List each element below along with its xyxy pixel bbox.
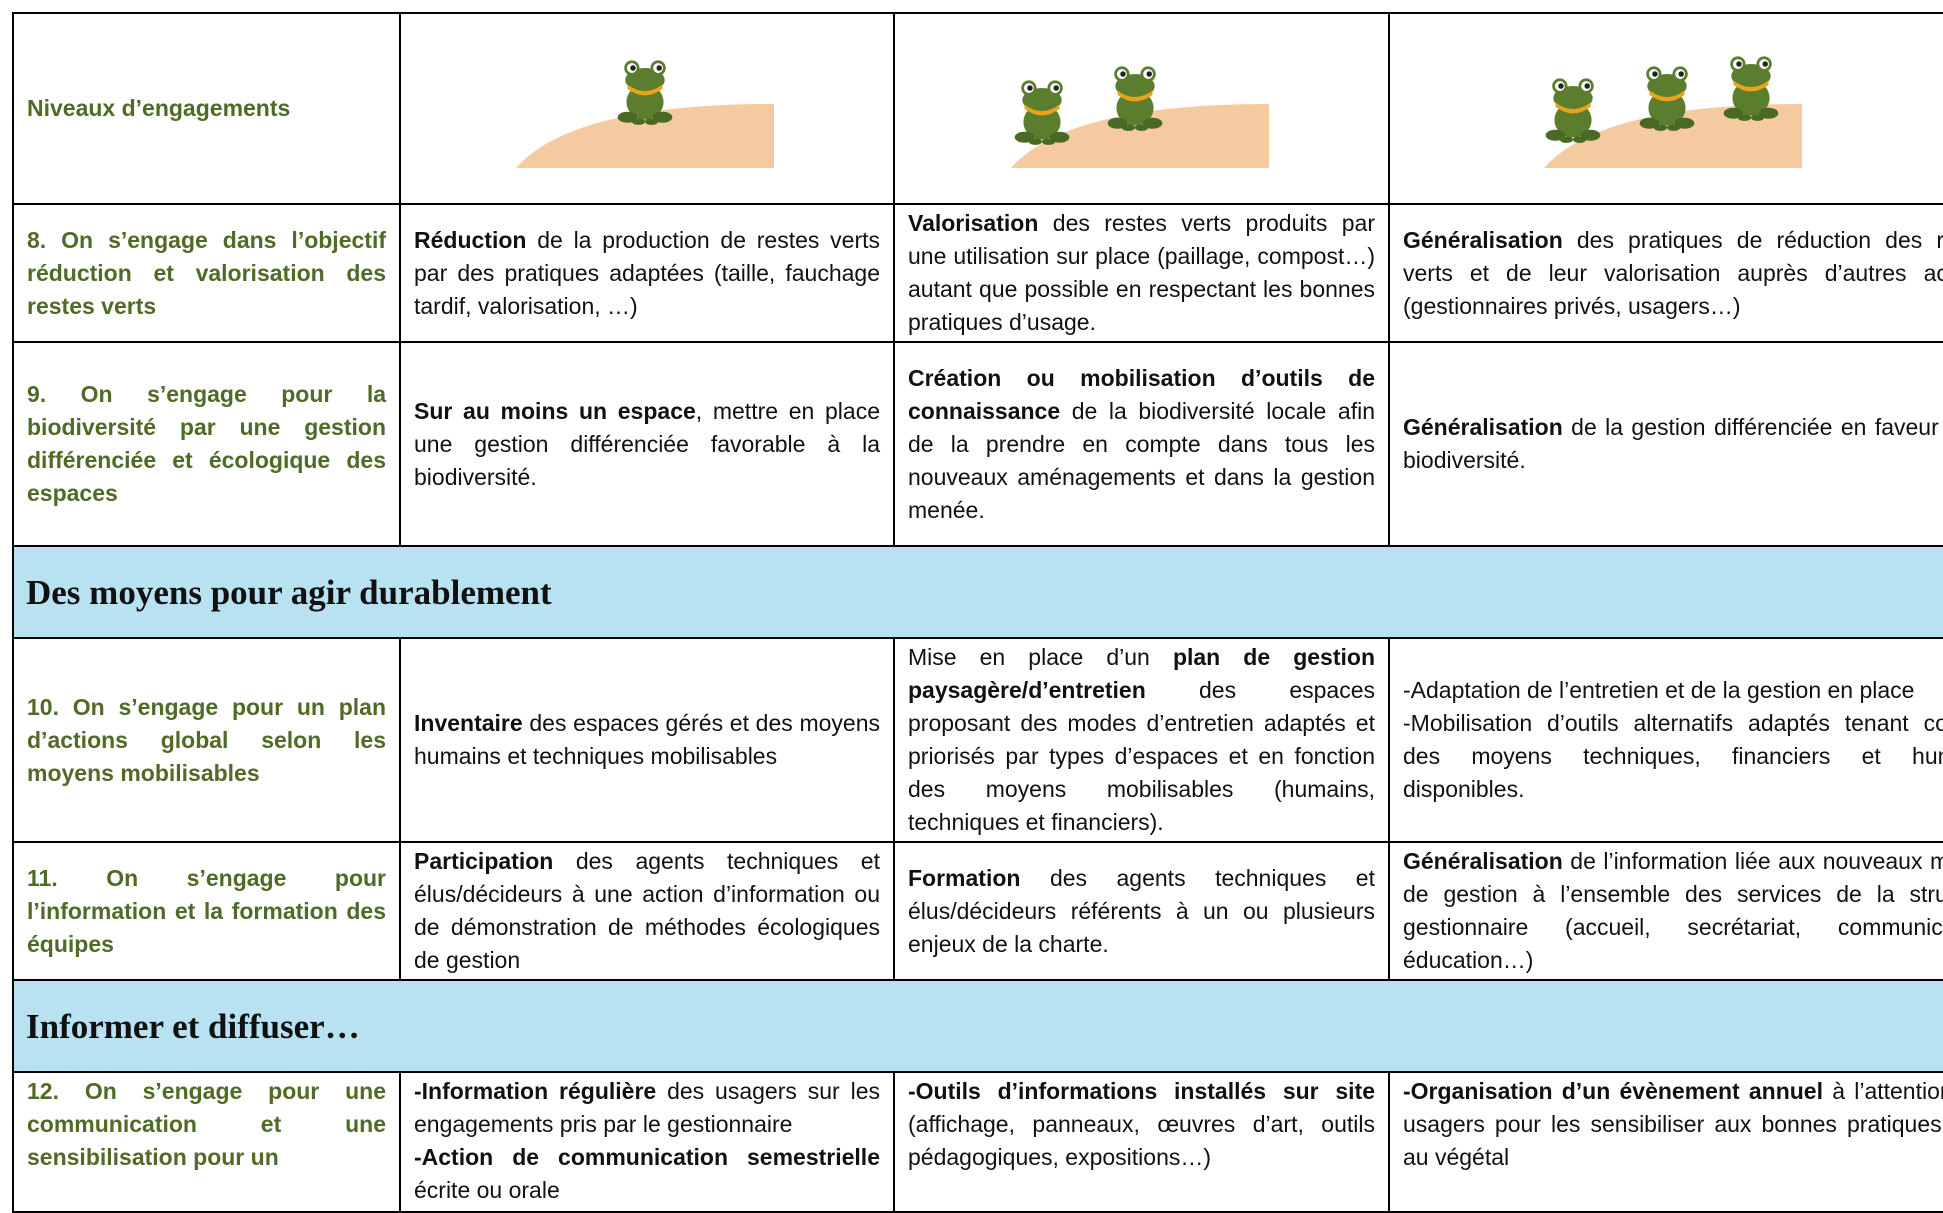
text: des agents techniques et élus/décideurs … (414, 848, 880, 973)
header-label: Niveaux d’engagements (12, 12, 401, 205)
level-cell: Sur au moins un espace, mettre en place … (399, 341, 895, 547)
level-cell: Valorisation des restes verts produits p… (893, 203, 1390, 343)
text: des espaces proposant des modes d’entret… (908, 677, 1375, 835)
frog-image (399, 12, 895, 205)
bold-text: Participation (414, 848, 554, 874)
commitment-label: 8. On s’engage dans l’objectif réduction… (12, 203, 401, 343)
row: 12. On s’engage pour une communication e… (12, 1071, 1943, 1213)
paragraph: Généralisation de l’information liée aux… (1403, 845, 1943, 977)
bold-text: Généralisation (1403, 226, 1563, 253)
commitment-label: 12. On s’engage pour une communication e… (12, 1071, 401, 1213)
level-cell: -Adaptation de l’entretien et de la gest… (1388, 637, 1943, 843)
paragraph: Généralisation de la gestion différencié… (1403, 411, 1943, 477)
paragraph: Participation des agents techniques et é… (414, 845, 880, 977)
bold-text: Formation (908, 864, 1021, 891)
text: de la gestion différenciée en faveur de … (1403, 414, 1943, 473)
level-cell: -Information régulière des usagers sur l… (399, 1071, 895, 1213)
text: Mise en place d’un (908, 644, 1173, 670)
bold-text: plan de gestion paysagère/d’entretien (908, 644, 1375, 703)
level-cell: Généralisation de l’information liée aux… (1388, 841, 1943, 981)
level-cell: Formation des agents techniques et élus/… (893, 841, 1390, 981)
text: -Mobilisation d’outils alternatifs adapt… (1403, 710, 1943, 802)
row: 10. On s’engage pour un plan d’actions g… (12, 637, 1943, 843)
frog-image (1388, 12, 1943, 205)
section-row: Informer et diffuser… (12, 979, 1943, 1073)
bold-text: -Action de communication semestrielle (414, 1144, 880, 1170)
level-cell: Inventaire des espaces gérés et des moye… (399, 637, 895, 843)
paragraph: -Action de communication semestrielle éc… (414, 1141, 880, 1207)
text: écrite ou orale (414, 1177, 560, 1203)
paragraph: Inventaire des espaces gérés et des moye… (414, 707, 880, 773)
table-body: Niveaux d’engagements 8. On s’engage dan… (12, 12, 1943, 1213)
commitment-label: 10. On s’engage pour un plan d’actions g… (12, 637, 401, 843)
level-cell: Généralisation de la gestion différencié… (1388, 341, 1943, 547)
paragraph: Mise en place d’un plan de gestion paysa… (908, 641, 1375, 839)
bold-text: Sur au moins un espace (414, 397, 696, 424)
bold-text: -Information régulière (414, 1078, 657, 1104)
frog-illustration (1544, 56, 1802, 168)
bold-text: -Outils d’informations installés sur sit… (908, 1078, 1375, 1104)
bold-text: Généralisation (1403, 414, 1563, 440)
charter-table: Niveaux d’engagements 8. On s’engage dan… (12, 12, 1943, 1213)
text: de la biodiversité locale afin de la pre… (908, 397, 1375, 523)
paragraph: -Outils d’informations installés sur sit… (908, 1075, 1375, 1174)
bold-text: Réduction (414, 226, 527, 253)
bold-text: -Organisation d’un évènement annuel (1403, 1078, 1823, 1104)
section-heading: Informer et diffuser… (12, 979, 1943, 1073)
section-row: Des moyens pour agir durablement (12, 545, 1943, 639)
row: 11. On s’engage pour l’information et la… (12, 841, 1943, 981)
section-heading: Des moyens pour agir durablement (12, 545, 1943, 639)
level-cell: Généralisation des pratiques de réductio… (1388, 203, 1943, 343)
level-cell: -Organisation d’un évènement annuel à l’… (1388, 1071, 1943, 1213)
frog-image (893, 12, 1390, 205)
bold-text: Inventaire (414, 710, 523, 736)
bold-text: Valorisation (908, 210, 1039, 236)
row: 9. On s’engage pour la biodiversité par … (12, 341, 1943, 547)
level-cell: Mise en place d’un plan de gestion paysa… (893, 637, 1390, 843)
frog-illustration (1010, 66, 1269, 168)
bold-text: Création ou mobilisation d’outils de con… (908, 364, 1375, 424)
paragraph: -Information régulière des usagers sur l… (414, 1075, 880, 1141)
paragraph: -Adaptation de l’entretien et de la gest… (1403, 674, 1943, 707)
paragraph: Création ou mobilisation d’outils de con… (908, 362, 1375, 527)
text: à l’attention des usagers pour les sensi… (1403, 1078, 1943, 1170)
text: -Adaptation de l’entretien et de la gest… (1403, 677, 1915, 703)
paragraph: Généralisation des pratiques de réductio… (1403, 224, 1943, 323)
bold-text: Généralisation (1403, 848, 1563, 874)
row: 8. On s’engage dans l’objectif réduction… (12, 203, 1943, 343)
frog-illustration (516, 60, 774, 168)
text: de la production de restes verts par des… (414, 226, 880, 319)
text: des usagers sur les engagements pris par… (414, 1078, 880, 1137)
level-cell: Réduction de la production de restes ver… (399, 203, 895, 343)
paragraph: Valorisation des restes verts produits p… (908, 207, 1375, 339)
text: des agents techniques et élus/décideurs … (908, 864, 1375, 957)
text: de l’information liée aux nouveaux modes… (1403, 848, 1943, 973)
text: des espaces gérés et des moyens humains … (414, 710, 880, 769)
commitment-label: 11. On s’engage pour l’information et la… (12, 841, 401, 981)
header-row: Niveaux d’engagements (12, 12, 1943, 205)
commitment-label: 9. On s’engage pour la biodiversité par … (12, 341, 401, 547)
paragraph: Réduction de la production de restes ver… (414, 224, 880, 323)
paragraph: Sur au moins un espace, mettre en place … (414, 395, 880, 494)
level-cell: Participation des agents techniques et é… (399, 841, 895, 981)
paragraph: Formation des agents techniques et élus/… (908, 862, 1375, 961)
paragraph: -Organisation d’un évènement annuel à l’… (1403, 1075, 1943, 1174)
level-cell: Création ou mobilisation d’outils de con… (893, 341, 1390, 547)
text: (affichage, panneaux, œuvres d’art, outi… (908, 1111, 1375, 1170)
level-cell: -Outils d’informations installés sur sit… (893, 1071, 1390, 1213)
text: des restes verts produits par une utilis… (908, 210, 1375, 335)
text: , mettre en place une gestion différenci… (414, 397, 880, 490)
text: des pratiques de réduction des restes ve… (1403, 226, 1943, 319)
paragraph: -Mobilisation d’outils alternatifs adapt… (1403, 707, 1943, 806)
